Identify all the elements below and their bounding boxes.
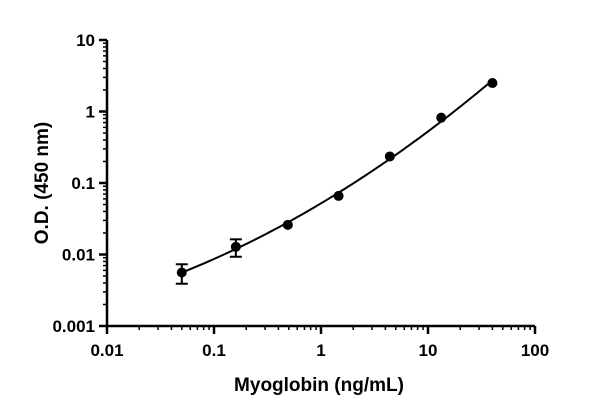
y-tick-label: 0.001: [52, 317, 95, 336]
x-tick-label: 100: [521, 341, 549, 360]
y-tick-label: 0.01: [62, 246, 95, 265]
data-point: [333, 190, 344, 201]
axes: [105, 40, 535, 328]
y-tick-label: 0.1: [71, 174, 95, 193]
y-tick-label: 1: [86, 103, 95, 122]
data-point: [384, 151, 395, 162]
data-point: [436, 112, 447, 123]
plot-area: [175, 78, 498, 285]
x-axis-ticks: 0.01 0.1 1 10 100: [90, 326, 549, 360]
x-tick-label: 0.1: [202, 341, 226, 360]
x-tick-label: 1: [316, 341, 325, 360]
y-tick-label: 10: [76, 31, 95, 50]
data-point: [282, 219, 293, 230]
data-point: [230, 241, 241, 252]
x-axis-title: Myoglobin (ng/mL): [234, 375, 404, 396]
data-point: [487, 78, 498, 89]
y-axis-ticks: 0.001 0.01 0.1 1 10: [52, 31, 107, 336]
y-axis-title: O.D. (450 nm): [32, 122, 53, 244]
x-tick-label: 0.01: [90, 341, 123, 360]
fit-curve: [181, 79, 494, 274]
x-tick-label: 10: [419, 341, 438, 360]
data-point: [176, 267, 187, 278]
